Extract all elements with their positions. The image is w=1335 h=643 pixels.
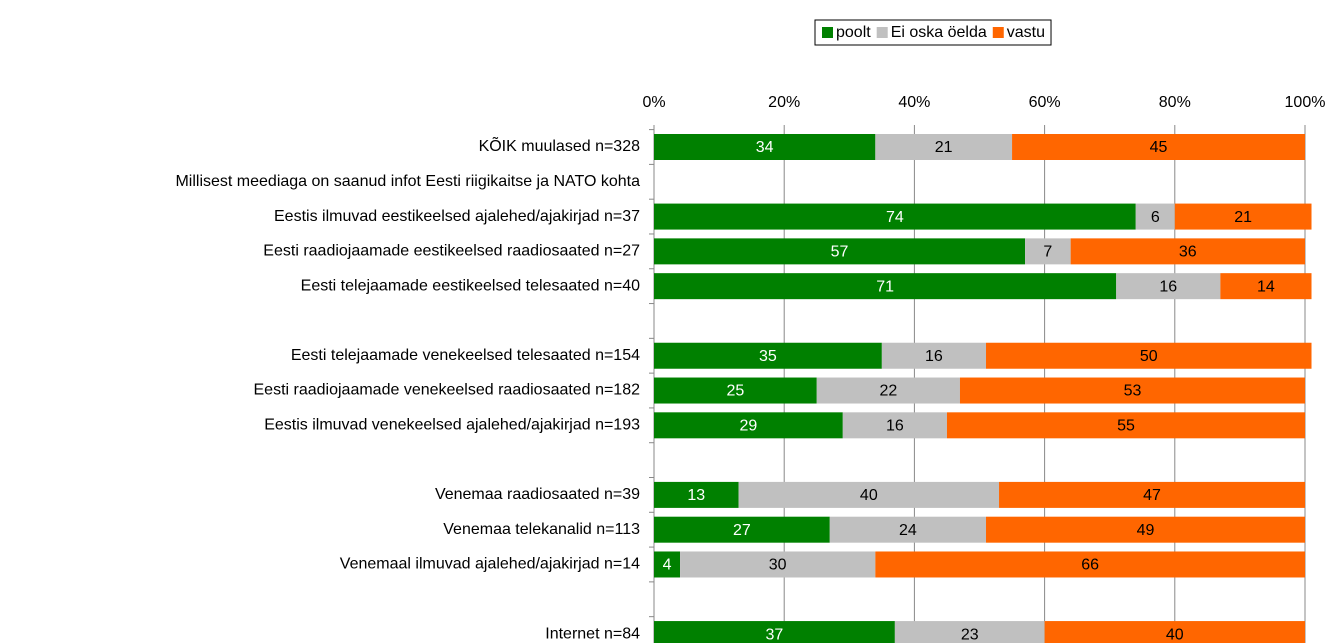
bar-segment (1116, 273, 1221, 300)
data-label: 6 (1151, 209, 1160, 226)
legend-swatch (992, 27, 1004, 38)
x-tick-label: 100% (1285, 94, 1326, 111)
data-label: 21 (935, 139, 953, 156)
legend-label: Ei oska öelda (891, 24, 987, 41)
bar-segment (816, 377, 960, 404)
bar-segment (1044, 621, 1305, 643)
data-label: 22 (879, 383, 897, 400)
bar-segment (999, 481, 1305, 508)
data-label: 16 (1159, 278, 1177, 295)
bar-segment (894, 621, 1045, 643)
legend-swatch (822, 27, 833, 38)
data-label: 34 (756, 139, 774, 156)
x-tick-label: 0% (642, 94, 665, 111)
bar-segment (959, 377, 1305, 404)
bar-segment (1012, 134, 1305, 160)
data-label: 24 (899, 522, 917, 539)
category-label: Internet n=84 (545, 625, 640, 642)
category-label: Venemaa raadiosaated n=39 (435, 486, 640, 503)
data-label: 49 (1137, 522, 1155, 539)
bar-segment (654, 621, 895, 643)
data-label: 40 (860, 487, 878, 504)
bar-segment (946, 412, 1305, 439)
category-label: Eesti raadiojaamade eestikeelsed raadios… (263, 243, 640, 260)
data-label: 23 (961, 626, 979, 643)
bar-segment (875, 134, 1013, 160)
data-label: 50 (1140, 348, 1158, 365)
bar-segment (1025, 238, 1071, 265)
legend-box (814, 19, 1052, 46)
data-label: 27 (733, 522, 751, 539)
bar-segment (1070, 238, 1305, 265)
legend-swatch (876, 27, 888, 38)
category-label: Eestis ilmuvad eestikeelsed ajalehed/aja… (274, 208, 640, 225)
bar-segment (654, 412, 843, 439)
data-label: 16 (925, 348, 943, 365)
x-tick-label: 60% (1029, 94, 1061, 111)
data-label: 4 (663, 557, 672, 574)
bar-segment (986, 516, 1305, 543)
data-label: 45 (1150, 139, 1168, 156)
data-label: 14 (1257, 278, 1275, 295)
category-label: Eestis ilmuvad venekeelsed ajalehed/ajak… (264, 417, 640, 434)
legend-label: vastu (1007, 24, 1045, 41)
bar-segment (986, 342, 1312, 369)
data-label: 16 (886, 418, 904, 435)
bar-segment (1174, 203, 1312, 230)
bar-segment (1135, 203, 1175, 230)
category-label: KÕIK muulased n=328 (479, 135, 641, 155)
bar-segment (654, 203, 1136, 230)
legend-label: poolt (836, 24, 871, 41)
data-label: 7 (1043, 244, 1052, 261)
bar-segment (654, 273, 1117, 300)
category-label: Millisest meediaga on saanud infot Eesti… (175, 173, 640, 190)
bar-segment (881, 342, 987, 369)
category-label: Venemaa telekanalid n=113 (443, 521, 640, 538)
category-label: Eesti telejaamade eestikeelsed telesaate… (301, 277, 640, 294)
x-tick-label: 80% (1159, 94, 1191, 111)
data-label: 13 (687, 487, 705, 504)
data-label: 25 (726, 383, 744, 400)
data-label: 21 (1234, 209, 1252, 226)
data-label: 36 (1179, 244, 1197, 261)
data-label: 53 (1124, 383, 1142, 400)
data-label: 30 (769, 557, 787, 574)
bar-segment (654, 342, 882, 369)
data-label: 55 (1117, 418, 1135, 435)
category-label: Eesti raadiojaamade venekeelsed raadiosa… (254, 382, 641, 399)
bar-segment (654, 238, 1026, 265)
data-label: 40 (1166, 626, 1184, 643)
bar-segment (738, 481, 1000, 508)
bar-segment (1220, 273, 1312, 300)
data-label: 66 (1081, 557, 1099, 574)
category-label: Eesti telejaamade venekeelsed telesaated… (291, 347, 640, 364)
bar-segment (680, 551, 876, 578)
bar-segment (875, 551, 1305, 578)
data-label: 57 (831, 244, 849, 261)
x-tick-label: 20% (768, 94, 800, 111)
bar-segment (654, 516, 830, 543)
data-label: 29 (739, 418, 757, 435)
category-label: Venemaal ilmuvad ajalehed/ajakirjad n=14 (340, 556, 640, 573)
bar-segment (654, 481, 739, 508)
data-label: 37 (766, 626, 784, 643)
data-label: 47 (1143, 487, 1161, 504)
bar-segment (829, 516, 987, 543)
data-label: 71 (876, 278, 894, 295)
bar-segment (654, 134, 876, 160)
data-label: 35 (759, 348, 777, 365)
bar-segment (842, 412, 947, 439)
bar-segment (654, 551, 681, 578)
data-label: 74 (886, 209, 904, 226)
bar-segment (654, 377, 817, 404)
x-tick-label: 40% (898, 94, 930, 111)
